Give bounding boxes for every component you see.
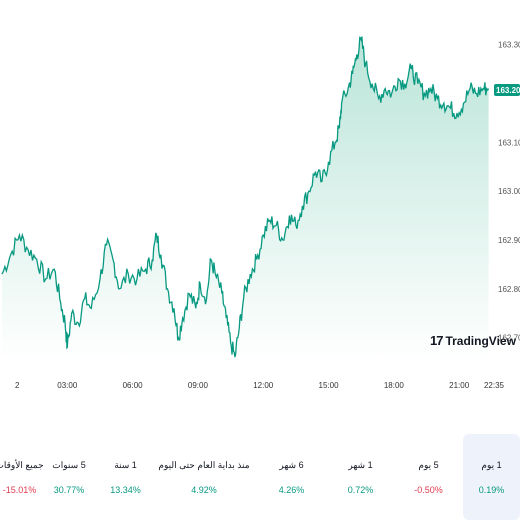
x-axis-tick-label: 12:00 [253,381,274,390]
x-axis-tick-label: 06:00 [123,381,144,390]
period-label: منذ بداية العام حتى اليوم [158,459,250,470]
period-label: 1 يوم [481,459,502,470]
x-axis-tick-label: 15:00 [319,381,340,390]
period-label: 1 شهر [348,459,373,470]
period-tab[interactable]: 1 يوم 0.19% [463,434,520,520]
period-change-value: -0.50% [414,484,443,495]
period-tab[interactable]: 6 شهر 4.26% [256,434,327,520]
x-axis-tick-label: 2 [15,381,20,390]
y-axis-tick-label: 162.900 [498,236,520,245]
period-label: 6 شهر [279,459,304,470]
period-change-value: 4.92% [191,484,217,495]
y-axis-tick-label: 162.700 [498,334,520,343]
period-change-value: 4.26% [278,484,305,495]
price-chart[interactable]: 163.300 163.100 163.000 162.900 162.800 162.7… [0,0,520,400]
x-axis-tick-label: 03:00 [57,381,78,390]
tradingview-logo: 17 TradingView [430,333,516,348]
period-tab[interactable]: 5 سنوات 30.77% [39,434,99,520]
x-axis-tick-label: 09:00 [188,381,209,390]
y-axis-tick-label: 163.100 [498,138,520,147]
current-price-label: 163.207 [496,86,520,95]
tradingview-wordmark: TradingView [445,333,516,348]
current-price-badge [494,84,520,97]
period-change-value: 0.19% [478,484,505,495]
period-tab[interactable]: جميع الأوقات -15.01% [0,434,44,520]
x-axis-tick-label: 21:00 [449,381,470,390]
price-line [1,36,490,358]
x-axis-tick-label: 22:35 [484,381,505,390]
period-tab[interactable]: منذ بداية العام حتى اليوم 4.92% [152,434,256,520]
period-label: جميع الأوقات [0,459,44,470]
y-axis-tick-label: 163.300 [498,41,520,50]
period-change-value: 0.72% [347,484,374,495]
tradingview-mark-icon: 17 [430,333,444,348]
period-change-value: -15.01% [2,484,37,495]
period-label: 5 يوم [418,459,439,470]
y-axis-tick-label: 162.800 [498,285,520,294]
price-chart-svg[interactable]: 163.300 163.100 163.000 162.900 162.800 162.7… [0,0,520,400]
price-area-fill [2,36,489,362]
period-label: 5 سنوات [52,459,86,470]
period-tab[interactable]: 1 سنة 13.34% [99,434,152,520]
performance-periods: 1 يوم 0.19% 5 يوم -0.50% 1 شهر 0.72% 6 شهر 4.26… [0,434,520,520]
period-tab[interactable]: 5 يوم -0.50% [394,434,463,520]
x-axis-tick-label: 18:00 [384,381,405,390]
y-axis-tick-label: 163.000 [498,187,520,196]
period-change-value: 13.34% [110,484,141,495]
period-tab[interactable]: 1 شهر 0.72% [327,434,394,520]
period-change-value: 30.77% [53,484,85,495]
period-label: 1 سنة [114,459,137,470]
